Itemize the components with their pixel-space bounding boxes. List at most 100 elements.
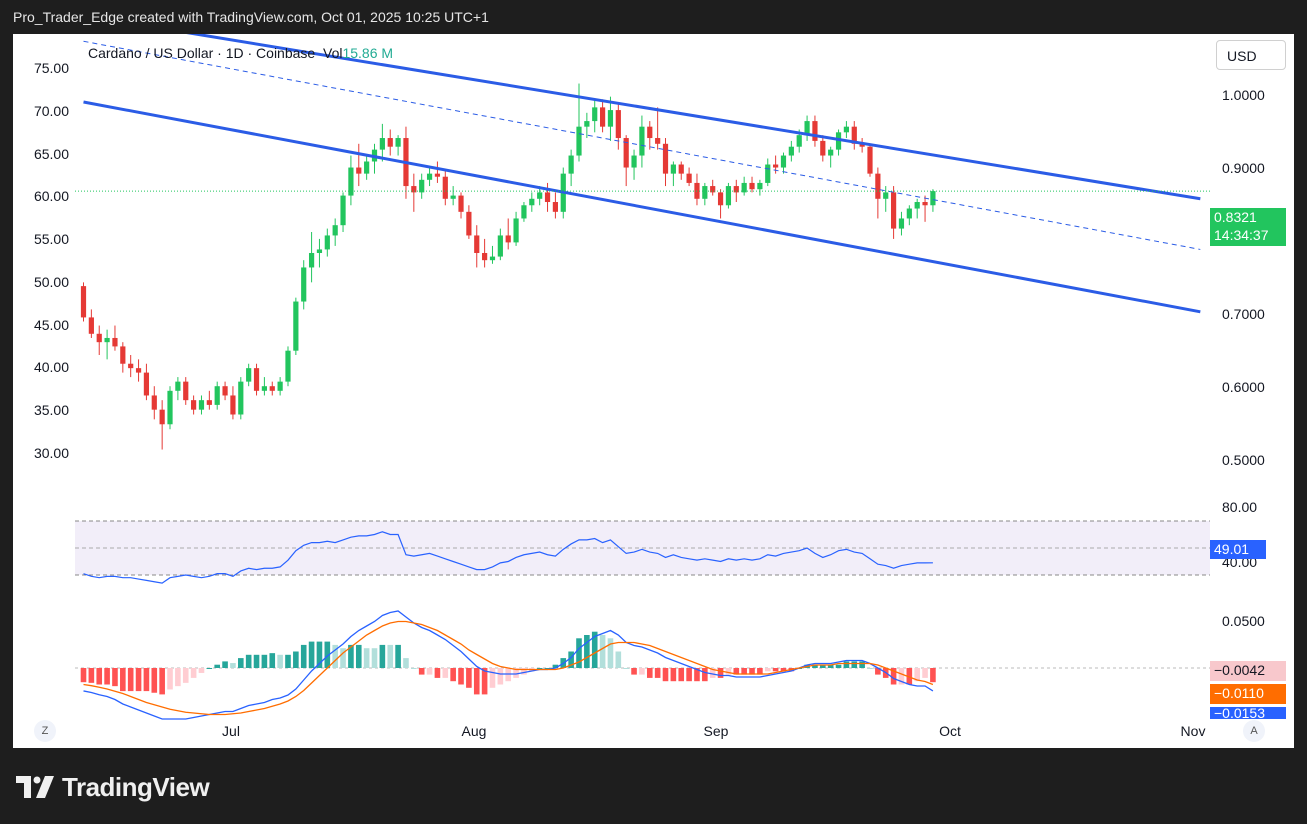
macd-histogram-bar	[662, 668, 669, 682]
macd-histogram-bar	[497, 668, 504, 685]
candle-body	[623, 138, 629, 168]
macd-line	[83, 610, 934, 720]
candle-body	[930, 191, 936, 206]
macd-histogram-bar	[135, 668, 142, 692]
candle-body	[796, 135, 802, 147]
candle-body	[489, 256, 496, 261]
reset-scale-button[interactable]: Z	[34, 720, 56, 742]
macd-histogram-bar	[277, 654, 283, 668]
candle-body	[206, 400, 212, 405]
candle-body	[135, 368, 142, 373]
candle-body	[308, 252, 315, 268]
macd-histogram-bar	[175, 668, 181, 687]
candle-body	[890, 192, 897, 229]
histogram-value-tag: −0.0042	[1210, 661, 1286, 681]
candle-body	[395, 138, 401, 147]
candle-body	[639, 126, 645, 156]
macd-value-tag: −0.0153	[1210, 707, 1286, 719]
macd-histogram-bar	[757, 668, 763, 675]
macd-histogram-bar	[198, 668, 205, 673]
time-axis-label: Jul	[222, 723, 240, 739]
candle-body	[356, 167, 362, 174]
candle-body	[340, 195, 346, 226]
macd-histogram-bar	[387, 644, 394, 668]
currency-button[interactable]: USD	[1216, 40, 1286, 70]
macd-histogram-bar	[568, 651, 574, 668]
candle-body	[741, 182, 747, 193]
candle-body	[906, 208, 912, 219]
macd-axis-tick: 0.0500	[1222, 613, 1265, 629]
macd-histogram-bar	[851, 661, 858, 668]
candle-body	[914, 202, 920, 209]
candle-body	[104, 337, 110, 343]
macd-histogram-bar	[442, 668, 449, 678]
left-axis-tick: 70.00	[33, 103, 69, 119]
macd-histogram-bar	[293, 651, 299, 668]
macd-histogram-bar	[859, 661, 865, 668]
macd-histogram-bar	[867, 668, 873, 669]
macd-histogram-bar	[88, 668, 95, 683]
macd-histogram-bar	[458, 668, 464, 685]
price-axis-tick: 0.7000	[1222, 306, 1265, 322]
auto-scale-button[interactable]: A	[1243, 720, 1265, 742]
macd-histogram-bar	[544, 668, 551, 669]
macd-histogram-bar	[812, 664, 818, 668]
candle-body	[922, 202, 928, 206]
macd-histogram-bar	[340, 648, 346, 668]
macd-histogram-bar	[686, 668, 692, 682]
chart-header-title: Pro_Trader_Edge created with TradingView…	[13, 9, 489, 25]
candle-body	[898, 218, 905, 229]
candle-body	[324, 235, 330, 250]
candle-body	[253, 368, 260, 391]
candle-body	[552, 202, 558, 212]
candle-body	[537, 192, 543, 199]
candle-body	[426, 173, 433, 180]
macd-histogram-bar	[654, 668, 661, 678]
chart-canvas[interactable]	[13, 34, 1294, 748]
channel-midline	[83, 40, 1201, 250]
time-axis-label: Sep	[703, 723, 729, 739]
candle-body	[584, 121, 590, 127]
macd-histogram-bar	[285, 654, 291, 668]
candle-body	[434, 173, 441, 177]
macd-histogram-bar	[678, 668, 685, 682]
macd-histogram-bar	[473, 668, 480, 695]
signal-value-tag: −0.0110	[1210, 684, 1286, 704]
macd-histogram-bar	[411, 668, 417, 669]
macd-histogram-bar	[363, 648, 370, 668]
left-axis-tick: 45.00	[33, 317, 69, 333]
macd-histogram-bar	[875, 668, 881, 675]
macd-histogram-bar	[96, 668, 103, 685]
candle-body	[230, 395, 236, 415]
last-price-value: 0.8321	[1214, 209, 1257, 225]
macd-histogram-bar	[489, 668, 496, 688]
macd-histogram-bar	[190, 668, 197, 678]
candle-body	[773, 164, 779, 168]
rsi-line	[83, 531, 933, 584]
candle-body	[159, 409, 165, 425]
candle-body	[419, 179, 425, 193]
candle-body	[120, 346, 126, 364]
price-axis-tick: 1.0000	[1222, 87, 1265, 103]
candle-body	[80, 286, 87, 318]
macd-histogram-bar	[450, 668, 456, 682]
price-axis-tick: 0.5000	[1222, 452, 1265, 468]
macd-histogram-bar	[599, 635, 606, 668]
macd-histogram-bar	[670, 668, 677, 682]
chart-panel[interactable]: Cardano / US Dollar · 1D · Coinbase Vol1…	[13, 34, 1294, 748]
candle-body	[875, 173, 881, 199]
candle-body	[301, 267, 307, 302]
macd-histogram-bar	[261, 654, 268, 668]
macd-histogram-bar	[403, 658, 409, 668]
macd-histogram-bar	[332, 644, 338, 668]
macd-histogram-bar	[906, 668, 913, 685]
candle-body	[804, 121, 810, 136]
candle-body	[143, 372, 150, 396]
rsi-axis-tick: 80.00	[1222, 499, 1258, 515]
macd-histogram-bar	[717, 668, 724, 678]
macd-histogram-bar	[80, 668, 87, 683]
macd-histogram-bar	[827, 664, 834, 668]
candle-body	[780, 155, 787, 168]
candle-body	[725, 186, 732, 206]
macd-histogram-bar	[922, 668, 928, 678]
